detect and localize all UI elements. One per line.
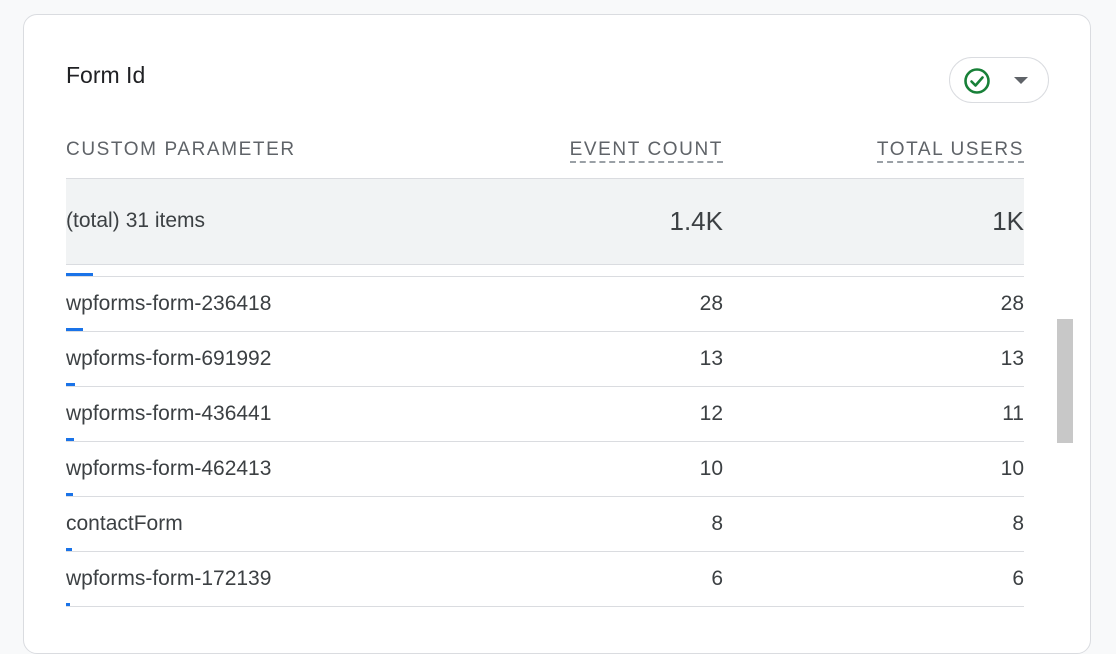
table-row[interactable]: wpforms-form-236418 28 28 (66, 277, 1024, 332)
proportion-bar (66, 383, 75, 386)
row-total-users: 28 (1000, 292, 1024, 315)
proportion-bar (66, 273, 93, 276)
table-header: CUSTOM PARAMETER EVENT COUNT TOTAL USERS (66, 125, 1024, 179)
proportion-bar (66, 438, 74, 441)
total-label: (total) 31 items (66, 209, 205, 233)
proportion-bar (66, 328, 83, 331)
row-custom-parameter: wpforms-form-436441 (66, 402, 272, 425)
proportion-bar (66, 548, 72, 551)
row-total-users: 8 (1012, 512, 1024, 535)
bar-row (66, 265, 1024, 277)
column-header-custom-parameter[interactable]: CUSTOM PARAMETER (66, 139, 296, 160)
row-custom-parameter: wpforms-form-462413 (66, 457, 272, 480)
row-total-users: 13 (1000, 347, 1024, 370)
total-row: (total) 31 items 1.4K 1K (66, 179, 1024, 265)
status-dropdown-button[interactable] (949, 57, 1049, 103)
table-row[interactable]: wpforms-form-172139 6 6 (66, 552, 1024, 607)
row-event-count: 10 (699, 457, 723, 480)
row-custom-parameter: wpforms-form-172139 (66, 567, 272, 590)
total-prefix: (total) (66, 209, 120, 232)
row-event-count: 8 (711, 512, 723, 535)
column-header-event-count[interactable]: EVENT COUNT (569, 139, 723, 163)
row-custom-parameter: wpforms-form-691992 (66, 347, 272, 370)
row-custom-parameter: wpforms-form-236418 (66, 292, 272, 315)
row-total-users: 10 (1000, 457, 1024, 480)
row-event-count: 13 (699, 347, 723, 370)
card-title: Form Id (66, 62, 146, 88)
row-event-count: 6 (711, 567, 723, 590)
total-item-count: 31 items (125, 209, 206, 232)
total-users-count: 1K (992, 206, 1024, 236)
scrollbar-thumb[interactable] (1057, 319, 1073, 443)
table-row[interactable]: wpforms-form-691992 13 13 (66, 332, 1024, 387)
report-card: Form Id CUSTOM PARAMETER EVENT COUNT TOT… (23, 14, 1091, 654)
proportion-bar (66, 493, 73, 496)
row-event-count: 28 (699, 292, 723, 315)
row-custom-parameter: contactForm (66, 512, 183, 535)
total-event-count: 1.4K (669, 206, 724, 236)
data-table: CUSTOM PARAMETER EVENT COUNT TOTAL USERS… (66, 125, 1024, 607)
column-header-total-users[interactable]: TOTAL USERS (876, 139, 1024, 163)
table-row[interactable]: contactForm 8 8 (66, 497, 1024, 552)
row-total-users: 11 (1002, 402, 1024, 425)
table-row[interactable]: wpforms-form-436441 12 11 (66, 387, 1024, 442)
row-event-count: 12 (699, 402, 723, 425)
proportion-bar (66, 603, 70, 606)
table-row[interactable]: wpforms-form-462413 10 10 (66, 442, 1024, 497)
caret-down-icon (1014, 77, 1028, 84)
check-circle-icon (964, 68, 990, 94)
row-total-users: 6 (1012, 567, 1024, 590)
